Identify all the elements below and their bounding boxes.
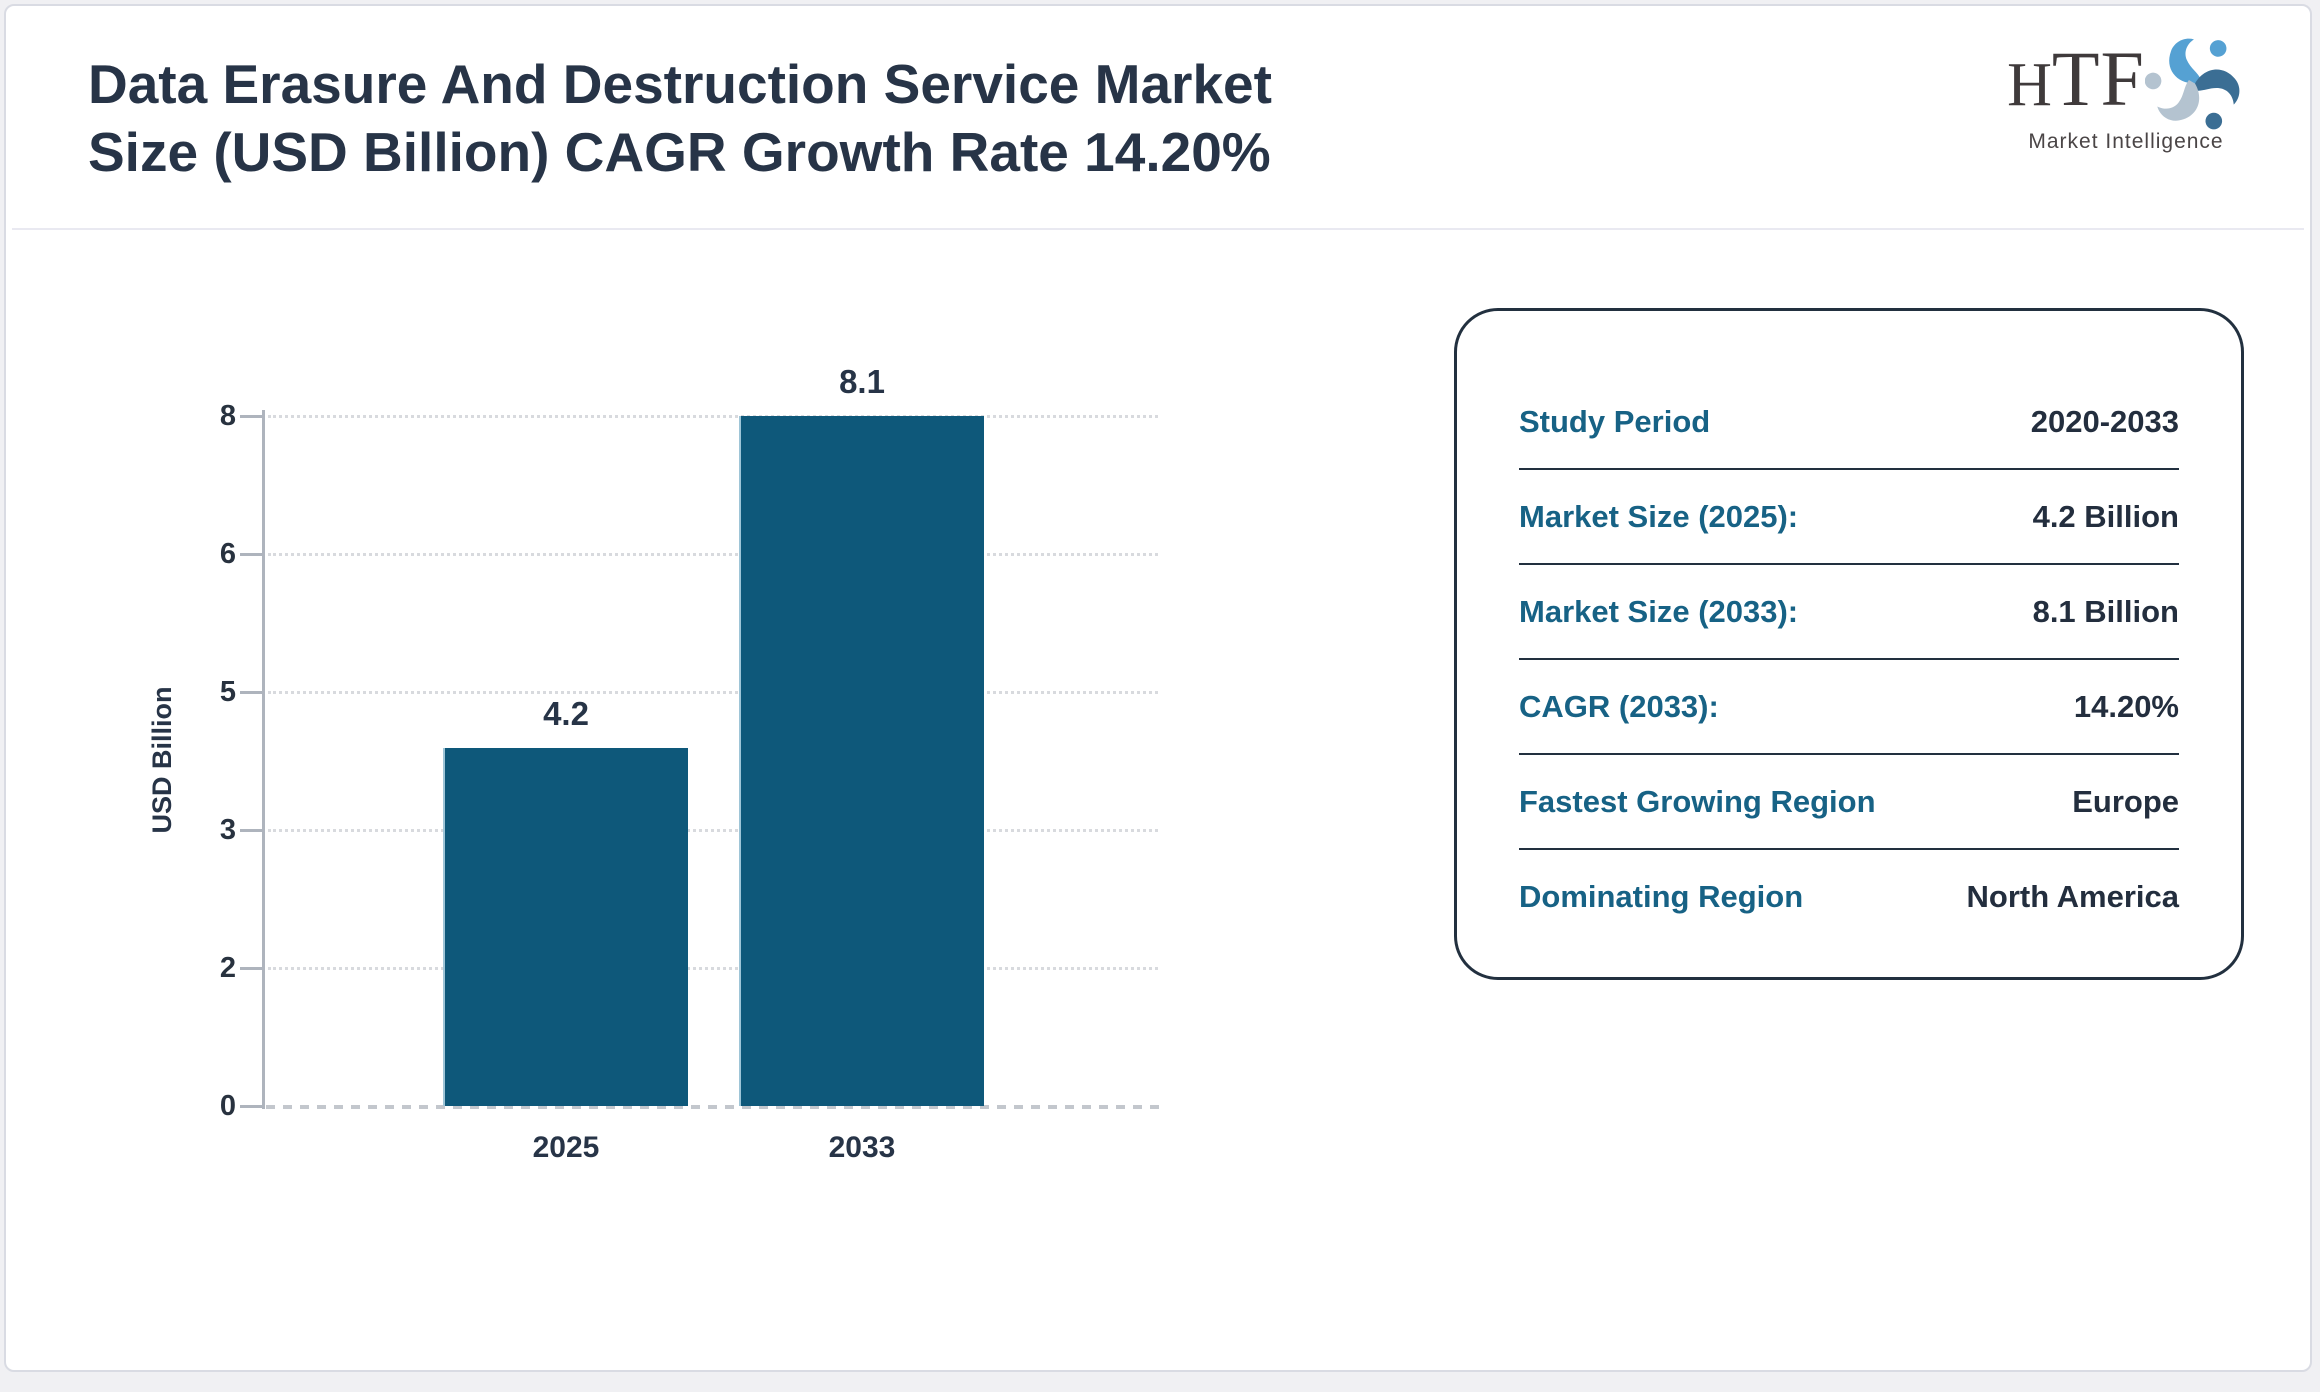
title-line-2: Size (USD Billion) CAGR Growth Rate 14.2…: [88, 121, 1271, 183]
panel-row-value: 2020-2033: [2030, 403, 2179, 439]
panel-row-value: 4.2 Billion: [2032, 498, 2179, 534]
htf-logo: HTF Market Intelligence: [2006, 32, 2246, 154]
gridline: [268, 415, 1158, 418]
gridline: [268, 691, 1158, 694]
y-tick-label: 5: [219, 676, 236, 708]
logo-swirl-icon: [2144, 38, 2240, 130]
x-category-label: 2025: [532, 1131, 600, 1164]
panel-row: Study Period 2020-2033: [1519, 375, 2179, 470]
panel-row-value: Europe: [2072, 783, 2179, 819]
y-tick-label: 6: [219, 538, 236, 570]
y-tick-mark: [240, 967, 264, 970]
y-tick-label: 2: [219, 952, 236, 984]
panel-row: Fastest Growing Region Europe: [1519, 755, 2179, 850]
bar-value-label: 4.2: [543, 695, 589, 732]
y-tick-label: 0: [219, 1090, 236, 1122]
y-tick-mark: [240, 1105, 264, 1108]
y-axis-label: USD Billion: [147, 686, 177, 834]
panel-row-label: Market Size (2033):: [1519, 593, 1799, 629]
panel-row-value: North America: [1966, 878, 2179, 914]
infographic-card: Data Erasure And Destruction Service Mar…: [4, 4, 2312, 1372]
bar-value-label: 8.1: [839, 363, 885, 400]
logo-subtext: Market Intelligence: [2028, 130, 2224, 153]
panel-row-label: Dominating Region: [1519, 878, 1804, 914]
header-divider: [12, 228, 2304, 230]
y-tick-label: 3: [219, 814, 236, 846]
gridline: [268, 553, 1158, 556]
logo-row: HTF: [2006, 32, 2246, 130]
y-tick-mark: [240, 415, 264, 418]
panel-row-label: Fastest Growing Region: [1519, 783, 1876, 819]
x-axis-line: [266, 1105, 1164, 1109]
panel-row-value: 14.20%: [2073, 688, 2179, 724]
panel-row-label: Market Size (2025):: [1519, 498, 1799, 534]
x-category-label: 2033: [828, 1131, 896, 1164]
panel-row: Market Size (2025): 4.2 Billion: [1519, 470, 2179, 565]
bar-2033: [739, 416, 984, 1106]
y-tick-mark: [240, 829, 264, 832]
y-tick-mark: [240, 553, 264, 556]
panel-row: Market Size (2033): 8.1 Billion: [1519, 565, 2179, 660]
panel-row: Dominating Region North America: [1519, 850, 2179, 943]
gridline: [268, 829, 1158, 832]
logo-text: HTF: [2007, 35, 2145, 122]
panel-row-value: 8.1 Billion: [2032, 593, 2179, 629]
panel-row: CAGR (2033): 14.20%: [1519, 660, 2179, 755]
panel-row-label: Study Period: [1519, 403, 1711, 439]
y-tick-mark: [240, 691, 264, 694]
gridline: [268, 967, 1158, 970]
y-tick-label: 8: [219, 400, 236, 432]
title-line-1: Data Erasure And Destruction Service Mar…: [88, 53, 1272, 115]
summary-panel: Study Period 2020-2033 Market Size (2025):…: [1454, 308, 2244, 980]
bar-2025: [443, 748, 688, 1106]
panel-row-label: CAGR (2033):: [1519, 688, 1719, 724]
y-axis-line: [262, 410, 265, 1109]
page-title: Data Erasure And Destruction Service Mar…: [88, 50, 1272, 186]
